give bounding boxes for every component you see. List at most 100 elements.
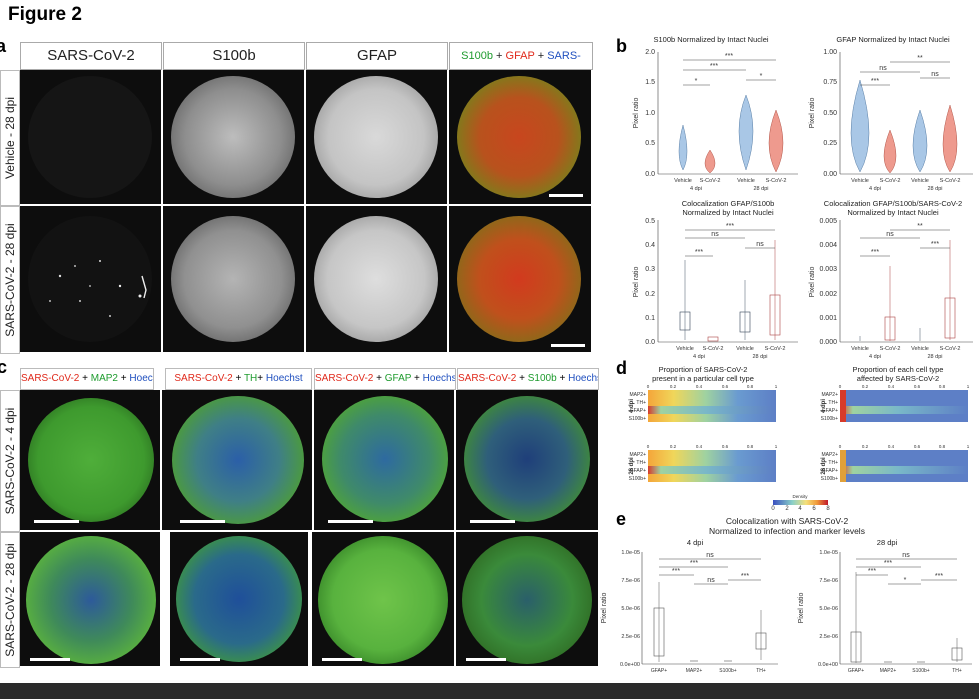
image-sars-gfap xyxy=(306,206,447,352)
col-header-merge: S100b + GFAP + SARS-CoV-2 xyxy=(449,42,593,88)
svg-text:Pixel ratio: Pixel ratio xyxy=(633,98,640,129)
svg-text:0.0e+00: 0.0e+00 xyxy=(620,662,640,668)
panel-label-e: e xyxy=(616,509,627,529)
svg-text:0.0: 0.0 xyxy=(645,171,655,178)
svg-text:present in a particular cell t: present in a particular cell type xyxy=(652,374,754,383)
svg-text:GFAP+: GFAP+ xyxy=(822,408,838,414)
svg-text:***: *** xyxy=(868,568,876,575)
svg-text:1: 1 xyxy=(775,444,778,449)
svg-text:*: * xyxy=(695,78,698,85)
svg-text:0.0: 0.0 xyxy=(645,339,655,346)
panel-label-a: a xyxy=(0,36,7,56)
svg-text:GFAP+: GFAP+ xyxy=(630,408,646,414)
svg-text:4 dpi: 4 dpi xyxy=(690,186,702,192)
svg-text:GFAP+: GFAP+ xyxy=(848,668,864,674)
svg-text:ns: ns xyxy=(931,71,939,78)
image-c-28dpi-gfap xyxy=(312,532,454,666)
svg-text:4 dpi: 4 dpi xyxy=(629,399,635,413)
svg-text:**: ** xyxy=(917,55,923,62)
svg-text:0.003: 0.003 xyxy=(819,266,837,273)
image-sars-s100b xyxy=(163,206,304,352)
svg-text:ns: ns xyxy=(879,65,887,72)
plot-e-4dpi: 4 dpi 0.0e+00 2.5e-06 5.0e-06 7.5e-06 1.… xyxy=(601,538,778,674)
svg-text:0.005: 0.005 xyxy=(819,218,837,225)
image-sars-sars xyxy=(20,206,161,352)
svg-text:1.00: 1.00 xyxy=(823,49,837,56)
svg-text:S100b+: S100b+ xyxy=(821,416,838,422)
svg-text:***: *** xyxy=(710,63,718,70)
svg-text:0.00: 0.00 xyxy=(823,171,837,178)
svg-text:Normalized by Intact Nuclei: Normalized by Intact Nuclei xyxy=(847,208,939,217)
svg-text:S-CoV-2: S-CoV-2 xyxy=(880,346,901,352)
svg-text:1.0e-05: 1.0e-05 xyxy=(819,550,838,556)
svg-text:*: * xyxy=(904,577,907,584)
plot1-title: S100b Normalized by Intact Nuclei xyxy=(653,35,768,44)
svg-text:***: *** xyxy=(935,573,943,580)
svg-text:1: 1 xyxy=(967,444,970,449)
c-header-gfap: SARS-CoV-2 + GFAP + Hoechst xyxy=(314,368,456,390)
svg-text:0.2: 0.2 xyxy=(862,444,869,449)
svg-text:1.0e-05: 1.0e-05 xyxy=(621,550,640,556)
svg-text:28 dpi: 28 dpi xyxy=(928,354,943,360)
svg-text:S100b+: S100b+ xyxy=(719,668,736,674)
scale-bar xyxy=(470,520,515,523)
svg-text:0.001: 0.001 xyxy=(819,315,837,322)
svg-text:TH+: TH+ xyxy=(756,668,766,674)
image-c-4dpi-s100b xyxy=(456,390,598,530)
svg-text:0.8: 0.8 xyxy=(939,444,946,449)
colorbar: Density 0 2 4 6 8 xyxy=(771,494,830,510)
svg-text:***: *** xyxy=(725,53,733,60)
svg-text:MAP2+: MAP2+ xyxy=(880,668,897,674)
svg-text:S100b+: S100b+ xyxy=(821,476,838,482)
svg-text:GFAP+: GFAP+ xyxy=(630,468,646,474)
svg-text:28 dpi: 28 dpi xyxy=(753,354,768,360)
svg-text:Vehicle: Vehicle xyxy=(911,346,929,352)
svg-text:0.4: 0.4 xyxy=(888,444,895,449)
panel-label-b: b xyxy=(616,36,627,56)
image-vehicle-s100b xyxy=(163,70,304,204)
image-c-4dpi-map2 xyxy=(20,390,160,530)
svg-text:S-CoV-2: S-CoV-2 xyxy=(940,346,961,352)
heatmap-right-4dpi: MAP2+ TH+ GFAP+ S100b+ 4 dpi 0 0.2 0.4 0… xyxy=(821,384,970,422)
svg-text:28 dpi: 28 dpi xyxy=(928,186,943,192)
svg-text:ns: ns xyxy=(886,231,894,238)
panel-label-c: c xyxy=(0,357,8,377)
panel-e-plots: Colocalization with SARS-CoV-2 Normalize… xyxy=(601,516,972,674)
heatmap-left-28dpi: MAP2+ TH+ GFAP+ S100b+ 28 dpi 0 0.2 0.4 … xyxy=(629,444,778,482)
svg-text:0.5: 0.5 xyxy=(645,218,655,225)
svg-text:Pixel ratio: Pixel ratio xyxy=(601,593,608,624)
image-c-28dpi-s100b xyxy=(456,532,598,666)
c-row-label-4dpi: SARS-CoV-2 - 4 dpi xyxy=(0,390,20,532)
svg-text:S100b+: S100b+ xyxy=(629,416,646,422)
svg-text:***: *** xyxy=(871,249,879,256)
svg-text:0.3: 0.3 xyxy=(645,266,655,273)
svg-text:0.1: 0.1 xyxy=(645,315,655,322)
svg-text:MAP2+: MAP2+ xyxy=(821,392,838,398)
svg-text:Normalized to infection and ma: Normalized to infection and marker level… xyxy=(709,526,865,536)
merge-s100b: S100b xyxy=(461,50,493,62)
svg-text:Pixel ratio: Pixel ratio xyxy=(633,267,640,298)
svg-text:0.5: 0.5 xyxy=(645,140,655,147)
svg-text:0.2: 0.2 xyxy=(862,384,869,389)
svg-text:1: 1 xyxy=(967,384,970,389)
svg-text:Vehicle: Vehicle xyxy=(676,346,694,352)
svg-text:1.0: 1.0 xyxy=(645,110,655,117)
scale-bar xyxy=(30,658,70,661)
svg-text:***: *** xyxy=(726,223,734,230)
svg-text:7.5e-06: 7.5e-06 xyxy=(819,578,838,584)
svg-text:0.2: 0.2 xyxy=(670,444,677,449)
plot-gfap: GFAP Normalized by Intact Nuclei 0.00 0.… xyxy=(809,35,973,192)
plot-s100b: S100b Normalized by Intact Nuclei 0.0 0.… xyxy=(633,35,798,192)
svg-text:0.6: 0.6 xyxy=(722,444,729,449)
svg-text:0.50: 0.50 xyxy=(823,110,837,117)
image-vehicle-gfap xyxy=(306,70,447,204)
scale-bar xyxy=(322,658,362,661)
svg-text:28 dpi: 28 dpi xyxy=(821,457,827,475)
scale-bar xyxy=(328,520,373,523)
image-vehicle-merge xyxy=(449,70,591,204)
panel-d-heatmaps: Proportion of SARS-CoV-2 present in a pa… xyxy=(629,365,970,510)
svg-text:TH+: TH+ xyxy=(636,400,646,406)
scale-bar xyxy=(466,658,506,661)
svg-text:***: *** xyxy=(695,249,703,256)
scale-bar xyxy=(180,520,225,523)
